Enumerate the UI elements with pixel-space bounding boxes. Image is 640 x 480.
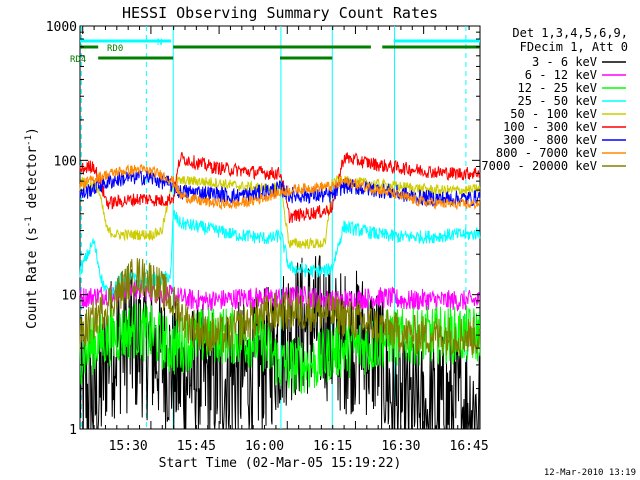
legend-item-label: 50 - 100 keV: [510, 107, 597, 121]
series-line-8: [79, 257, 481, 356]
legend-item-label: 6 - 12 keV: [525, 68, 597, 82]
legend-item-label: 800 - 7000 keV: [496, 146, 597, 160]
legend-item-label: 12 - 25 keV: [518, 81, 597, 95]
legend-item: 50 - 100 keV: [510, 107, 626, 121]
y-tick-label: 10: [61, 289, 77, 304]
x-axis-label: Start Time (02-Mar-05 15:19:22): [159, 456, 402, 471]
legend-item-label: 7000 - 20000 keV: [481, 159, 597, 173]
x-tick-label: 16:15: [313, 439, 352, 454]
flag-n: N: [80, 38, 480, 48]
legend: Det 1,3,4,5,6,9, FDecim 1, Att 0 3 - 6 k…: [481, 26, 628, 173]
legend-item-label: 100 - 300 keV: [503, 120, 597, 134]
data-series: [79, 151, 481, 430]
legend-item: 25 - 50 keV: [518, 94, 626, 108]
series-line-2: [79, 303, 481, 395]
series-line-0: [79, 255, 481, 430]
flag-label: N: [157, 38, 162, 48]
y-axis: 1 10 100 1000: [46, 20, 480, 438]
flag-label: RD0: [107, 44, 123, 54]
legend-item-label: 300 - 800 keV: [503, 133, 597, 147]
legend-item: 7000 - 20000 keV: [481, 159, 626, 173]
legend-item: 300 - 800 keV: [503, 133, 626, 147]
legend-item: 3 - 6 keV: [532, 55, 626, 69]
x-tick-label: 15:45: [177, 439, 216, 454]
legend-item-label: 25 - 50 keV: [518, 94, 597, 108]
flag-label: RD4: [70, 55, 86, 65]
observing-flags: N RD0 RD4: [70, 38, 480, 65]
legend-item: 12 - 25 keV: [518, 81, 626, 95]
x-axis: 15:30 15:45 16:00 16:15 16:30 16:45: [82, 26, 489, 454]
y-axis-label: Count Rate (s-1 detector-1): [24, 127, 40, 329]
plot-area-frame: [79, 25, 481, 430]
series-line-5: [79, 151, 481, 224]
series-line-7: [79, 163, 481, 211]
x-tick-label: 16:45: [450, 439, 489, 454]
x-tick-label: 15:30: [109, 439, 148, 454]
series-line-6: [79, 169, 481, 207]
x-tick-label: 16:30: [381, 439, 420, 454]
y-tick-label: 100: [54, 154, 77, 169]
legend-item: 100 - 300 keV: [503, 120, 626, 134]
y-tick-label: 1: [69, 423, 77, 438]
y-tick-label: 1000: [46, 20, 77, 35]
chart-title: HESSI Observing Summary Count Rates: [122, 4, 438, 22]
legend-item: 800 - 7000 keV: [496, 146, 626, 160]
legend-item-label: 3 - 6 keV: [532, 55, 597, 69]
flag-rd4: RD4: [70, 55, 333, 65]
footer-timestamp: 12-Mar-2010 13:19: [544, 468, 636, 478]
x-tick-label: 16:00: [245, 439, 284, 454]
legend-header-line-2: FDecim 1, Att 0: [520, 40, 628, 54]
flag-rd0: RD0: [80, 44, 480, 54]
legend-header-line-1: Det 1,3,4,5,6,9,: [512, 26, 628, 40]
legend-item: 6 - 12 keV: [525, 68, 626, 82]
series-line-4: [79, 174, 481, 250]
